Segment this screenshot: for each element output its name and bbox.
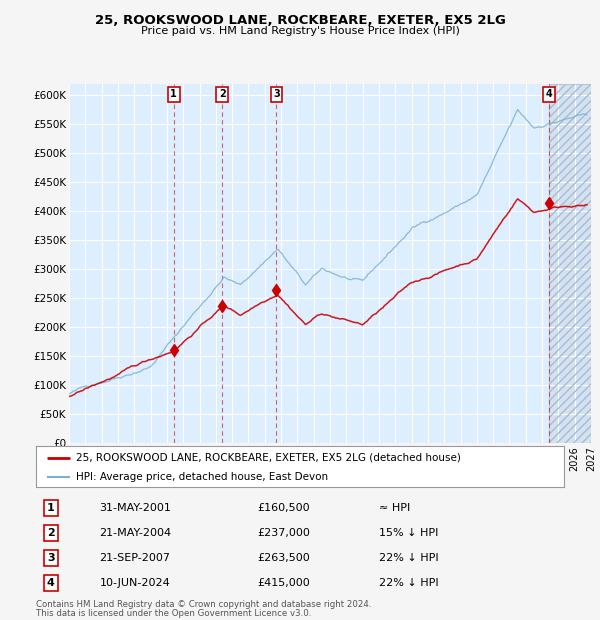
Text: 1: 1	[170, 89, 177, 99]
Text: 3: 3	[273, 89, 280, 99]
Bar	[549, 84, 591, 443]
Text: HPI: Average price, detached house, East Devon: HPI: Average price, detached house, East…	[76, 472, 328, 482]
Text: 21-SEP-2007: 21-SEP-2007	[100, 552, 170, 563]
Text: 1: 1	[47, 503, 55, 513]
Text: 21-MAY-2004: 21-MAY-2004	[100, 528, 172, 538]
Text: 4: 4	[546, 89, 553, 99]
Text: ≈ HPI: ≈ HPI	[379, 503, 410, 513]
Text: 15% ↓ HPI: 15% ↓ HPI	[379, 528, 439, 538]
Text: £160,500: £160,500	[258, 503, 310, 513]
Text: 2: 2	[47, 528, 55, 538]
Text: £237,000: £237,000	[258, 528, 311, 538]
Text: Contains HM Land Registry data © Crown copyright and database right 2024.: Contains HM Land Registry data © Crown c…	[36, 600, 371, 609]
Text: 22% ↓ HPI: 22% ↓ HPI	[379, 552, 439, 563]
Bar	[549, 84, 591, 443]
Text: 3: 3	[47, 552, 55, 563]
Text: 2: 2	[219, 89, 226, 99]
Text: 4: 4	[47, 578, 55, 588]
Text: 22% ↓ HPI: 22% ↓ HPI	[379, 578, 439, 588]
Text: Price paid vs. HM Land Registry's House Price Index (HPI): Price paid vs. HM Land Registry's House …	[140, 26, 460, 36]
Text: 25, ROOKSWOOD LANE, ROCKBEARE, EXETER, EX5 2LG (detached house): 25, ROOKSWOOD LANE, ROCKBEARE, EXETER, E…	[76, 453, 460, 463]
Text: 25, ROOKSWOOD LANE, ROCKBEARE, EXETER, EX5 2LG: 25, ROOKSWOOD LANE, ROCKBEARE, EXETER, E…	[95, 14, 505, 27]
Text: This data is licensed under the Open Government Licence v3.0.: This data is licensed under the Open Gov…	[36, 609, 311, 618]
Text: 31-MAY-2001: 31-MAY-2001	[100, 503, 171, 513]
Text: £263,500: £263,500	[258, 552, 311, 563]
Text: 10-JUN-2024: 10-JUN-2024	[100, 578, 170, 588]
Text: £415,000: £415,000	[258, 578, 311, 588]
